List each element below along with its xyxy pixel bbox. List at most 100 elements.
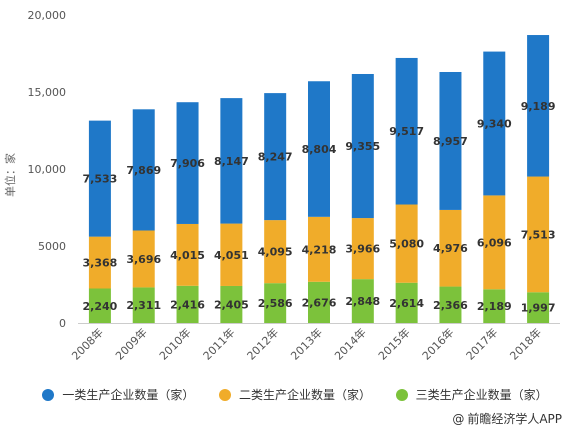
data-label: 2,676 (302, 296, 337, 309)
x-tick-label: 2010年 (156, 325, 193, 362)
data-label: 8,247 (258, 151, 293, 164)
bar-segment (176, 223, 199, 286)
bar-segment (220, 98, 243, 224)
x-tick-label: 2013年 (288, 325, 325, 362)
y-axis: 0 5000 10,000 15,000 20,000 (28, 9, 560, 330)
weibo-icon: @ (452, 411, 465, 426)
data-label: 2,405 (214, 298, 249, 311)
bar-segment (439, 71, 462, 210)
legend-label: 三类生产企业数量（家） (415, 388, 548, 402)
data-label: 7,869 (126, 164, 161, 177)
bar-segment (351, 218, 374, 280)
bar-segment (439, 286, 462, 323)
x-tick-label: 2015年 (375, 325, 412, 362)
data-label: 4,051 (214, 249, 249, 262)
bar-segment (395, 282, 418, 323)
data-label: 7,513 (521, 228, 556, 241)
data-label: 7,906 (170, 157, 205, 170)
bar-segment (308, 81, 330, 217)
footer-text: 前瞻经济学人APP (467, 412, 562, 426)
legend-dot-icon (395, 388, 408, 401)
data-label: 4,976 (433, 242, 468, 255)
data-label: 9,340 (477, 117, 512, 130)
x-tick-label: 2008年 (69, 325, 106, 362)
y-axis-label: 单位：家 (3, 153, 17, 197)
x-tick-label: 2011年 (200, 325, 237, 362)
x-tick-label: 2017年 (463, 325, 500, 362)
bar-segment (308, 281, 330, 323)
legend-item-class-2: 二类生产企业数量（家） (218, 386, 371, 403)
data-label: 4,095 (258, 246, 293, 259)
bar-segment (264, 93, 287, 221)
legend-dot-icon (42, 388, 55, 401)
bar-segment (483, 195, 506, 290)
y-tick-label: 0 (59, 317, 66, 330)
x-tick-label: 2009年 (112, 325, 149, 362)
y-tick-label: 5000 (38, 240, 66, 253)
x-tick-label: 2016年 (419, 325, 456, 362)
bar-segment (264, 220, 287, 284)
data-label: 3,696 (126, 253, 161, 266)
bar-segment (264, 283, 287, 323)
legend-item-class-3: 三类生产企业数量（家） (395, 386, 548, 403)
x-tick-label: 2012年 (244, 325, 281, 362)
x-axis: 2008年 2009年 2010年 2011年 2012年 2013年 2014年 2015年… (69, 325, 545, 362)
legend: 一类生产企业数量（家） 二类生产企业数量（家） 三类生产企业数量（家） (30, 386, 560, 403)
data-label: 9,355 (345, 140, 380, 153)
data-labels: 2,240 3,368 7,533 2,311 3,696 7,869 2,416 4,015… (83, 100, 556, 315)
data-label: 8,147 (214, 155, 249, 168)
bar-segment (176, 102, 199, 224)
bar-segment (308, 216, 330, 282)
bar-segment (351, 279, 374, 323)
bar-segment (351, 73, 374, 219)
data-label: 2,586 (258, 297, 293, 310)
data-label: 2,614 (389, 297, 424, 310)
bar-segment (395, 57, 418, 205)
bar-segment (395, 204, 418, 283)
bar-segment (220, 285, 243, 323)
data-label: 1,997 (521, 302, 556, 315)
source-footer: @ 前瞻经济学人APP (452, 410, 562, 427)
data-label: 5,080 (389, 238, 424, 251)
data-label: 2,240 (83, 300, 118, 313)
bar-segment (176, 285, 199, 323)
x-tick-label: 2014年 (331, 325, 368, 362)
data-label: 8,957 (433, 135, 468, 148)
data-label: 7,533 (83, 173, 118, 186)
y-tick-label: 15,000 (28, 86, 67, 99)
bar-segment (132, 287, 155, 323)
bar-segment (483, 51, 506, 196)
y-tick-label: 10,000 (28, 163, 67, 176)
bar-segment (132, 109, 155, 231)
data-label: 3,368 (83, 257, 118, 270)
legend-dot-icon (218, 388, 231, 401)
bar-segment (527, 176, 550, 293)
data-label: 2,416 (170, 298, 205, 311)
bar-segment (220, 223, 243, 286)
bar-segment (483, 289, 506, 323)
bar-segment (527, 292, 550, 323)
stacked-bar-chart: 0 5000 10,000 15,000 20,000 2,240 3,368 7,533 2… (3, 9, 560, 363)
bar-segment (439, 209, 462, 287)
data-label: 2,366 (433, 299, 468, 312)
legend-label: 一类生产企业数量（家） (62, 388, 195, 402)
data-label: 2,311 (126, 299, 161, 312)
x-tick-label: 2018年 (507, 325, 544, 362)
bar-segment (88, 236, 111, 289)
bar-segment (132, 230, 155, 288)
data-label: 6,096 (477, 236, 512, 249)
bars (88, 35, 550, 323)
data-label: 8,804 (302, 143, 337, 156)
bar-segment (88, 288, 111, 323)
data-label: 9,517 (389, 125, 424, 138)
legend-label: 二类生产企业数量（家） (238, 388, 371, 402)
y-tick-label: 20,000 (28, 9, 67, 22)
data-label: 2,848 (345, 295, 380, 308)
data-label: 3,966 (345, 243, 380, 256)
data-label: 9,189 (521, 100, 556, 113)
bar-segment (527, 35, 550, 177)
bar-segment (88, 120, 111, 237)
data-label: 4,218 (302, 243, 337, 256)
data-label: 2,189 (477, 300, 512, 313)
legend-item-class-1: 一类生产企业数量（家） (42, 386, 194, 403)
